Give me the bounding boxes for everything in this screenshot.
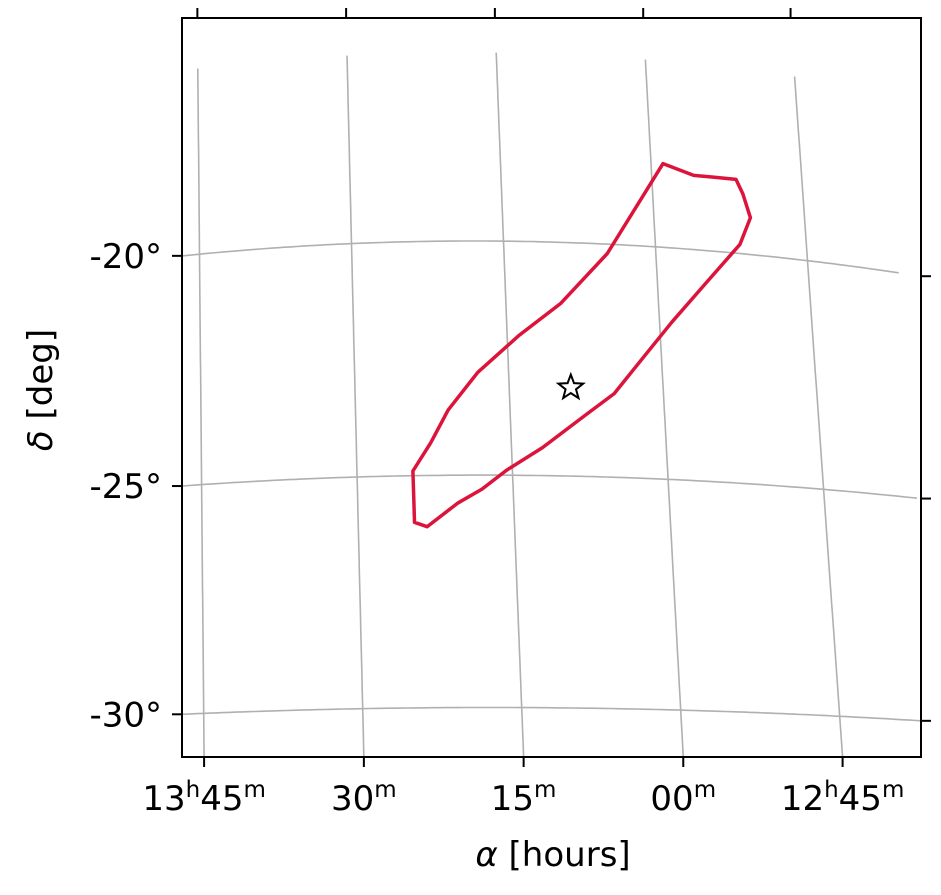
credible-region-contour bbox=[411, 161, 753, 529]
y-tick-label: -20° bbox=[89, 237, 162, 277]
x-tick-label: 12h45m bbox=[781, 777, 905, 819]
y-axis-title: δ [deg] bbox=[21, 329, 61, 451]
tick-labels: 13h45m 30m 15m 00m 12h45m -20° -25° -30° bbox=[89, 237, 904, 819]
y-tick-label: -25° bbox=[89, 467, 162, 507]
x-tick-label: 00m bbox=[650, 777, 716, 819]
plot-background bbox=[182, 18, 921, 757]
star-marker bbox=[555, 371, 586, 401]
y-tick-label: -30° bbox=[89, 695, 162, 735]
x-tick-label: 30m bbox=[331, 777, 397, 819]
x-axis-unit: [hours] bbox=[509, 835, 631, 875]
axis-ticks bbox=[172, 8, 931, 767]
grid-meridian bbox=[346, 55, 365, 757]
grid-parallel bbox=[182, 706, 921, 722]
grid-parallel bbox=[182, 474, 917, 499]
grid-meridian bbox=[197, 68, 205, 757]
x-tick-label: 15m bbox=[491, 777, 557, 819]
y-axis-symbol: δ bbox=[21, 430, 61, 451]
plot-frame bbox=[181, 17, 922, 758]
grid-parallel bbox=[182, 240, 899, 274]
x-axis-title: α [hours] bbox=[475, 835, 630, 875]
grid-meridian bbox=[495, 52, 525, 757]
contour-layer bbox=[411, 161, 753, 529]
grid-meridian bbox=[793, 76, 844, 757]
y-axis-unit: [deg] bbox=[21, 329, 61, 420]
x-tick-label: 13h45m bbox=[142, 777, 266, 819]
x-axis-symbol: α bbox=[475, 835, 497, 875]
marker-layer bbox=[555, 371, 586, 401]
